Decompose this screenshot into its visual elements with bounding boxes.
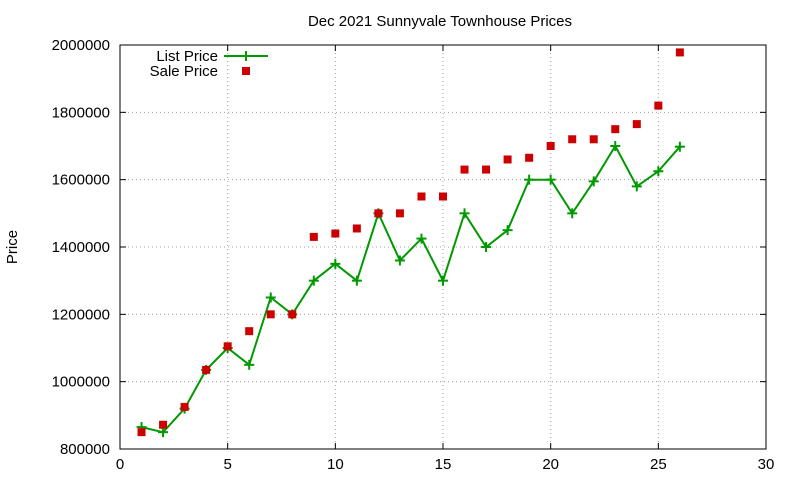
- y-tick-label: 1400000: [52, 239, 110, 256]
- x-tick-label: 15: [435, 456, 452, 473]
- list-price-point: [416, 233, 427, 244]
- list-price-point: [674, 141, 685, 152]
- y-tick-label: 2000000: [52, 37, 110, 54]
- sale-price-point: [331, 229, 340, 238]
- y-tick-label: 1000000: [52, 374, 110, 391]
- list-price-point: [459, 208, 470, 219]
- list-price-point: [481, 242, 492, 252]
- x-tick-label: 25: [650, 456, 667, 473]
- list-price-point: [567, 208, 578, 219]
- y-axis-label: Price: [4, 230, 21, 264]
- sale-price-point: [654, 101, 663, 110]
- legend: List Price Sale Price: [150, 48, 268, 80]
- list-price-point: [308, 275, 319, 286]
- list-price-point: [502, 225, 513, 236]
- data-series: [136, 48, 685, 438]
- axis-ticks: [119, 44, 767, 450]
- sale-price-point: [245, 327, 254, 336]
- sale-price-point: [137, 428, 146, 437]
- sale-price-point: [675, 48, 684, 57]
- sale-price-point: [482, 165, 491, 174]
- list-price-point: [631, 181, 642, 192]
- grid-lines: [120, 45, 766, 449]
- x-tick-label: 30: [758, 456, 775, 473]
- list-price-line: [141, 143, 681, 434]
- x-tick-label: 10: [327, 456, 344, 473]
- list-price-point: [351, 275, 362, 286]
- sale-price-point: [417, 192, 426, 201]
- list-price-point: [610, 141, 621, 151]
- sale-price-point: [525, 153, 534, 162]
- y-tick-label: 800000: [60, 441, 110, 458]
- list-price-point: [524, 174, 535, 185]
- y-tick-label: 1600000: [52, 172, 110, 189]
- tick-labels: 0 5 10 15 20 25 30 800000 1000000 1200000 1400000 1…: [52, 37, 775, 473]
- legend-label-sale-price: Sale Price: [150, 63, 218, 80]
- sale-price-point: [395, 209, 404, 218]
- sale-price-point: [159, 420, 168, 429]
- x-tick-label: 20: [542, 456, 559, 473]
- list-price-point: [330, 258, 341, 269]
- list-price-point: [545, 174, 556, 185]
- sale-price-point: [180, 402, 189, 411]
- list-price-point: [158, 427, 169, 438]
- sale-price-point: [503, 155, 512, 164]
- legend-label-list-price: List Price: [156, 48, 218, 65]
- x-tick-label: 5: [223, 456, 231, 473]
- legend-marker-list-price: [241, 51, 251, 61]
- sale-price-point: [546, 142, 555, 150]
- sale-price-point: [632, 120, 641, 129]
- sale-price-point: [568, 135, 577, 144]
- sale-price-point: [589, 135, 598, 144]
- sale-price-point: [202, 365, 211, 374]
- list-price-point: [265, 292, 276, 303]
- sale-price-point: [460, 165, 469, 174]
- sale-price-point: [266, 310, 275, 319]
- sale-price-point: [288, 310, 297, 319]
- list-price-point: [394, 255, 405, 266]
- sale-price-point: [611, 125, 620, 134]
- legend-swatch-sale-price: [242, 67, 250, 75]
- chart-title: Dec 2021 Sunnyvale Townhouse Prices: [308, 13, 572, 30]
- list-price-point: [588, 176, 599, 187]
- sale-price-point: [439, 192, 447, 201]
- sale-price-point: [352, 224, 361, 233]
- list-price-point: [653, 166, 664, 177]
- y-tick-label: 1200000: [52, 306, 110, 323]
- list-price-point: [244, 359, 255, 370]
- sale-price-point: [223, 342, 232, 351]
- x-tick-label: 0: [116, 456, 124, 473]
- y-tick-label: 1800000: [52, 104, 110, 121]
- sale-price-point: [374, 209, 383, 218]
- sale-price-point: [309, 232, 318, 241]
- list-price-point: [438, 275, 448, 286]
